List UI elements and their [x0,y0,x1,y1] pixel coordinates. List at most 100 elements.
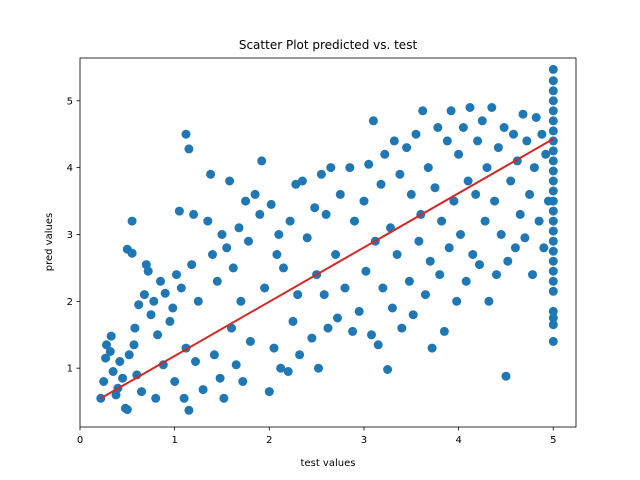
data-point [548,246,558,256]
data-point [293,290,303,300]
fit-line [100,138,554,400]
x-tick-label: 2 [266,435,272,446]
data-point [350,216,359,226]
data-point [331,250,341,259]
x-axis-label: test values [301,458,356,469]
data-point [241,196,251,206]
data-point [528,270,537,280]
data-point [279,263,288,273]
data-point [108,367,118,376]
data-point [245,336,255,346]
data-point [437,216,447,226]
data-point [276,363,286,373]
data-point [105,347,115,356]
data-point [446,106,456,116]
data-point [151,393,161,403]
data-point [490,196,500,206]
data-point [260,283,270,293]
y-tick-label: 3 [67,230,73,241]
x-axis: 0 1 2 3 4 5 [77,427,556,446]
data-point [395,169,405,179]
data-point [106,331,116,341]
data-point [139,290,149,300]
data-point [156,276,165,286]
data-point [127,216,137,226]
y-tick-label: 5 [67,96,73,107]
chart-title: Scatter Plot predicted vs. test [239,38,418,52]
data-point [406,189,416,199]
data-point [361,266,371,276]
data-point [531,113,541,122]
data-point [99,377,109,386]
data-point [143,266,153,276]
data-point [541,149,551,159]
data-point [316,169,326,179]
data-point [529,163,539,173]
data-point [548,146,558,156]
data-point [359,196,369,206]
data-point [477,116,487,126]
data-point [548,76,558,86]
data-point [348,326,358,336]
data-point [234,223,244,233]
data-point [522,136,532,146]
data-point [387,303,397,313]
data-point [515,209,525,219]
data-point [499,123,509,132]
data-point [255,209,265,219]
data-point [461,276,471,286]
data-point [548,206,558,216]
data-point [548,306,558,316]
data-point [539,243,549,253]
data-point [548,186,558,196]
data-point [130,323,140,333]
data-point [189,209,199,219]
data-point [449,196,459,206]
data-point [137,387,146,397]
data-point [501,371,511,381]
data-point [402,143,412,153]
data-point [458,123,468,132]
data-point [376,179,386,189]
data-point [212,276,222,286]
data-point [548,266,558,276]
data-point [122,405,132,415]
data-point [392,250,402,259]
data-point [118,373,128,383]
data-point [548,276,558,286]
data-point [548,256,558,266]
data-point [475,260,484,270]
data-point [548,336,558,346]
y-axis: 1 2 3 4 5 [67,96,80,375]
data-point [548,136,558,146]
data-point [335,189,345,199]
data-point [548,156,558,166]
data-point [364,159,374,169]
data-point [473,136,483,146]
data-point [326,163,336,173]
data-point [534,216,544,226]
data-point [421,290,430,300]
data-point [548,196,558,206]
data-point [134,300,144,310]
data-point [208,250,217,259]
data-point [340,283,350,293]
data-point [368,116,378,126]
data-point [227,323,236,333]
data-point [193,296,203,306]
data-point [198,385,208,395]
data-point [244,236,253,246]
points-layer [96,64,558,415]
data-point [231,360,241,370]
data-point [425,256,435,266]
data-point [452,296,462,306]
data-point [537,129,547,139]
data-point [222,243,232,253]
data-point [153,330,163,340]
data-point [411,129,421,139]
x-tick-label: 4 [455,435,461,446]
data-point [310,203,320,213]
data-point [236,296,246,306]
fit-line-layer [100,138,554,400]
data-point [219,393,229,403]
